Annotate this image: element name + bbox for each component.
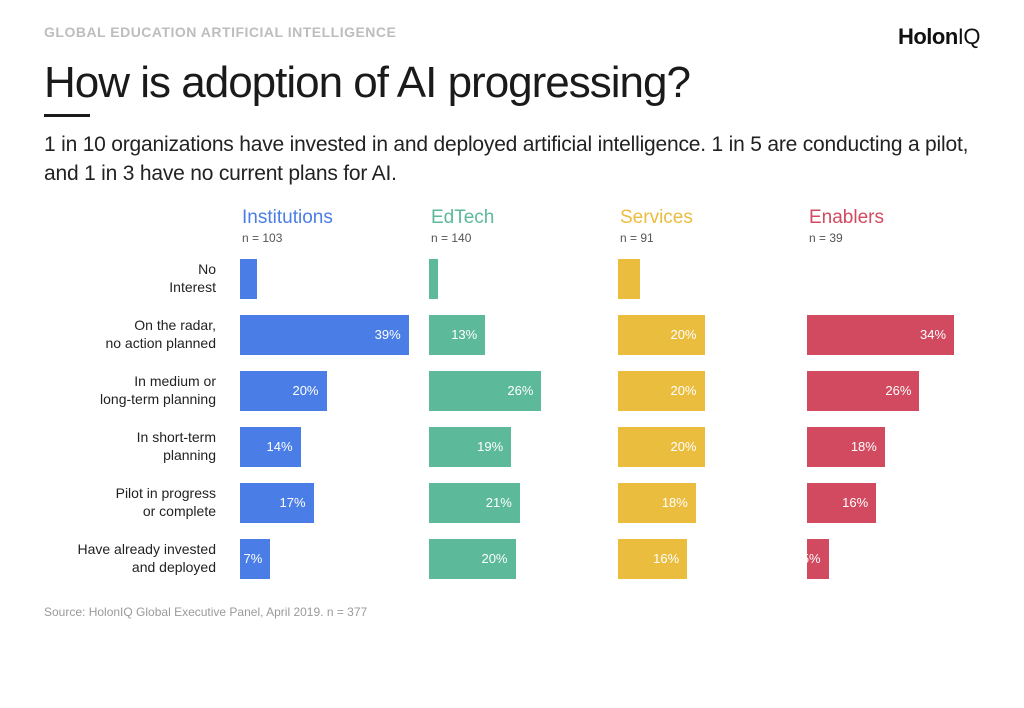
row-label: Have already investedand deployed bbox=[44, 531, 224, 587]
column-n: n = 39 bbox=[809, 231, 980, 245]
column-n: n = 140 bbox=[431, 231, 602, 245]
bar: 16% bbox=[807, 483, 876, 523]
chart-corner bbox=[44, 207, 224, 251]
bar-cell: 21% bbox=[429, 475, 602, 531]
bar-cell: 5% bbox=[807, 531, 980, 587]
bar-cell: 13% bbox=[429, 307, 602, 363]
logo-bold: Holon bbox=[898, 24, 958, 49]
bar: 34% bbox=[807, 315, 954, 355]
bar: 16% bbox=[618, 539, 687, 579]
bar-cell: 18% bbox=[807, 419, 980, 475]
source-note: Source: HolonIQ Global Executive Panel, … bbox=[44, 605, 980, 619]
brand-logo: HolonIQ bbox=[898, 24, 980, 50]
bar-cell: 16% bbox=[618, 531, 791, 587]
bar: 14% bbox=[240, 427, 301, 467]
row-label: On the radar,no action planned bbox=[44, 307, 224, 363]
bar: 18% bbox=[807, 427, 885, 467]
bar: 39% bbox=[240, 315, 409, 355]
bar: 5% bbox=[807, 539, 829, 579]
logo-rest: IQ bbox=[958, 24, 980, 49]
row-label: Pilot in progressor complete bbox=[44, 475, 224, 531]
bar-cell: 39% bbox=[240, 307, 413, 363]
bar-cell: 20% bbox=[618, 363, 791, 419]
column-n: n = 91 bbox=[620, 231, 791, 245]
bar-cell bbox=[240, 251, 413, 307]
eyebrow: GLOBAL EDUCATION ARTIFICIAL INTELLIGENCE bbox=[44, 24, 396, 40]
title-rule bbox=[44, 114, 90, 117]
column-header: Services n = 91 bbox=[618, 207, 791, 251]
bar-cell bbox=[807, 251, 980, 307]
column-header: Institutions n = 103 bbox=[240, 207, 413, 251]
bar-cell: 19% bbox=[429, 419, 602, 475]
bar: 20% bbox=[618, 427, 705, 467]
bar-cell: 18% bbox=[618, 475, 791, 531]
bar: 7% bbox=[240, 539, 270, 579]
row-label: NoInterest bbox=[44, 251, 224, 307]
column-name: EdTech bbox=[431, 207, 602, 229]
bar bbox=[429, 259, 438, 299]
bar: 26% bbox=[429, 371, 541, 411]
bar-cell bbox=[429, 251, 602, 307]
adoption-chart: Institutions n = 103 EdTech n = 140 Services… bbox=[44, 207, 980, 587]
bar-cell: 20% bbox=[429, 531, 602, 587]
bar: 13% bbox=[429, 315, 485, 355]
bar bbox=[240, 259, 257, 299]
bar: 26% bbox=[807, 371, 919, 411]
bar: 21% bbox=[429, 483, 520, 523]
bar: 20% bbox=[618, 315, 705, 355]
bar: 20% bbox=[618, 371, 705, 411]
bar: 18% bbox=[618, 483, 696, 523]
column-header: EdTech n = 140 bbox=[429, 207, 602, 251]
bar bbox=[618, 259, 640, 299]
column-name: Institutions bbox=[242, 207, 413, 229]
bar: 20% bbox=[429, 539, 516, 579]
bar: 17% bbox=[240, 483, 314, 523]
column-name: Enablers bbox=[809, 207, 980, 229]
bar: 19% bbox=[429, 427, 511, 467]
bar: 20% bbox=[240, 371, 327, 411]
column-n: n = 103 bbox=[242, 231, 413, 245]
bar-cell: 26% bbox=[807, 363, 980, 419]
bar-cell: 16% bbox=[807, 475, 980, 531]
bar-cell: 26% bbox=[429, 363, 602, 419]
row-label: In short-termplanning bbox=[44, 419, 224, 475]
bar-cell: 17% bbox=[240, 475, 413, 531]
subtitle: 1 in 10 organizations have invested in a… bbox=[44, 131, 980, 189]
bar-cell: 20% bbox=[618, 307, 791, 363]
bar-cell: 14% bbox=[240, 419, 413, 475]
bar-cell: 20% bbox=[240, 363, 413, 419]
bar-cell: 7% bbox=[240, 531, 413, 587]
column-header: Enablers n = 39 bbox=[807, 207, 980, 251]
bar-cell: 34% bbox=[807, 307, 980, 363]
bar-cell bbox=[618, 251, 791, 307]
row-label: In medium orlong-term planning bbox=[44, 363, 224, 419]
column-name: Services bbox=[620, 207, 791, 229]
page-title: How is adoption of AI progressing? bbox=[44, 58, 980, 108]
bar-cell: 20% bbox=[618, 419, 791, 475]
